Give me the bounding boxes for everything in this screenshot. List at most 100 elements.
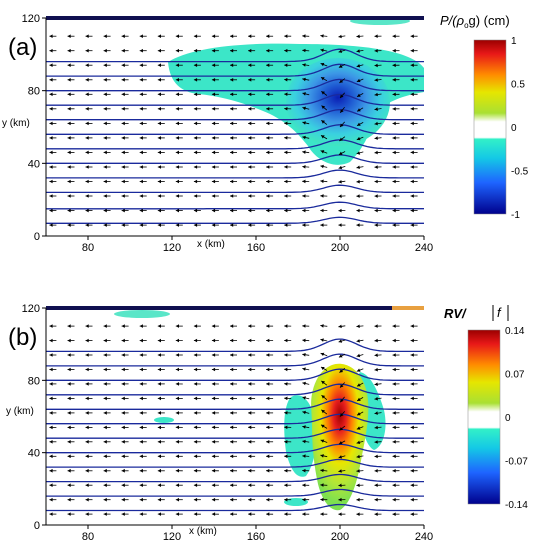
panel-b-colorbar-title: RV/ — [444, 306, 467, 321]
vector-arrowhead — [121, 208, 125, 213]
vector-arrowhead — [356, 483, 360, 488]
colorbar-tick-label: -0.5 — [511, 167, 529, 178]
vector-arrowhead — [139, 34, 143, 38]
vector-arrowhead — [230, 497, 234, 502]
vector-arrowhead — [193, 353, 198, 357]
vector-arrowhead — [49, 382, 53, 386]
vector-arrowhead — [374, 136, 378, 140]
x-tick-label: 160 — [247, 242, 265, 254]
vector-arrowhead — [248, 512, 252, 516]
vector-arrowhead — [266, 194, 270, 198]
y-tick-label: 120 — [22, 13, 40, 25]
vector-arrowhead — [320, 324, 324, 328]
vector-arrowhead — [211, 63, 216, 67]
vector-arrowhead — [175, 382, 179, 386]
vector-arrowhead — [374, 107, 378, 111]
vector-arrowhead — [139, 497, 143, 502]
vector-arrowhead — [193, 150, 198, 155]
vector-arrowhead — [248, 136, 252, 140]
vector-arrowhead — [175, 454, 179, 459]
panel-a-streamlines — [46, 48, 424, 224]
vector-arrowhead — [356, 223, 360, 227]
vector-arrowhead — [157, 121, 161, 126]
vector-arrowhead — [302, 367, 306, 371]
vector-arrowhead — [193, 367, 198, 372]
vector-arrowhead — [248, 338, 252, 343]
vector-arrowhead — [49, 165, 53, 169]
vector-arrowhead — [157, 483, 161, 487]
vector-arrowhead — [157, 107, 161, 111]
vector-arrowhead — [175, 324, 179, 328]
vector-arrowhead — [211, 483, 216, 487]
vector-arrowhead — [338, 194, 342, 198]
vector-arrowhead — [67, 411, 71, 415]
vector-arrowhead — [266, 382, 270, 386]
vector-arrowhead — [193, 411, 198, 415]
vector-arrowhead — [392, 63, 396, 68]
vector-arrowhead — [211, 338, 216, 343]
vector-arrowhead — [193, 324, 198, 328]
vector-arrowhead — [266, 367, 270, 372]
vector-arrowhead — [175, 223, 179, 227]
vector-arrowhead — [193, 194, 198, 198]
vector-arrowhead — [103, 512, 107, 516]
panel-a-colorbar-ticks: 1 0.5 0 -0.5 -1 — [511, 36, 529, 221]
vector-arrowhead — [410, 454, 414, 459]
vector-arrowhead — [321, 409, 325, 414]
streamline — [46, 109, 424, 121]
vector-arrowhead — [320, 208, 324, 213]
vector-arrowhead — [248, 411, 252, 415]
vector-arrowhead — [49, 396, 53, 401]
panel-b-neg-patch-top — [114, 310, 170, 318]
vector-arrowhead — [67, 338, 71, 343]
vector-arrowhead — [374, 425, 378, 430]
vector-arrowhead — [157, 194, 161, 198]
vector-arrowhead — [284, 324, 288, 328]
vector-arrowhead — [193, 48, 198, 53]
vector-arrowhead — [266, 48, 270, 53]
vector-arrowhead — [338, 497, 342, 502]
vector-arrowhead — [266, 353, 270, 357]
vector-arrowhead — [320, 194, 324, 198]
vector-arrowhead — [139, 353, 143, 357]
vector-arrowhead — [321, 120, 325, 124]
vector-arrowhead — [193, 497, 198, 502]
vector-arrowhead — [266, 34, 270, 38]
vector-arrowhead — [230, 107, 234, 111]
vector-arrowhead — [284, 63, 288, 67]
vector-arrowhead — [392, 34, 396, 38]
colorbar-tick-label: -0.07 — [505, 457, 528, 468]
vector-arrowhead — [248, 78, 252, 82]
vector-arrowhead — [374, 338, 378, 343]
streamline — [46, 413, 424, 425]
vector-arrowhead — [175, 396, 179, 401]
vector-arrowhead — [49, 512, 53, 516]
vector-arrowhead — [175, 194, 179, 198]
vector-arrowhead — [356, 34, 360, 39]
vector-arrowhead — [374, 223, 378, 227]
vector-arrowhead — [49, 208, 53, 213]
panel-b-high-region — [311, 363, 369, 511]
vector-arrowhead — [211, 208, 216, 213]
vector-arrowhead — [230, 382, 234, 386]
vector-arrowhead — [320, 164, 324, 169]
vector-arrowhead — [103, 454, 107, 459]
vector-arrowhead — [284, 338, 288, 343]
streamline — [46, 383, 424, 396]
vector-arrowhead — [284, 179, 288, 184]
vector-arrowhead — [49, 367, 53, 372]
vector-arrowhead — [175, 150, 179, 155]
vector-arrowhead — [193, 483, 198, 487]
vector-arrowhead — [139, 48, 143, 53]
vector-arrowhead — [374, 78, 378, 82]
streamline — [46, 338, 424, 353]
vector-arrowhead — [193, 425, 198, 430]
vector-arrowhead — [211, 223, 216, 227]
vector-arrowhead — [193, 382, 198, 386]
vector-arrowhead — [121, 512, 125, 516]
vector-arrowhead — [139, 338, 143, 343]
panel-b-neg-patch-small — [154, 417, 174, 423]
vector-arrowhead — [67, 136, 71, 140]
vector-arrowhead — [193, 107, 198, 111]
vector-arrowhead — [139, 78, 143, 82]
